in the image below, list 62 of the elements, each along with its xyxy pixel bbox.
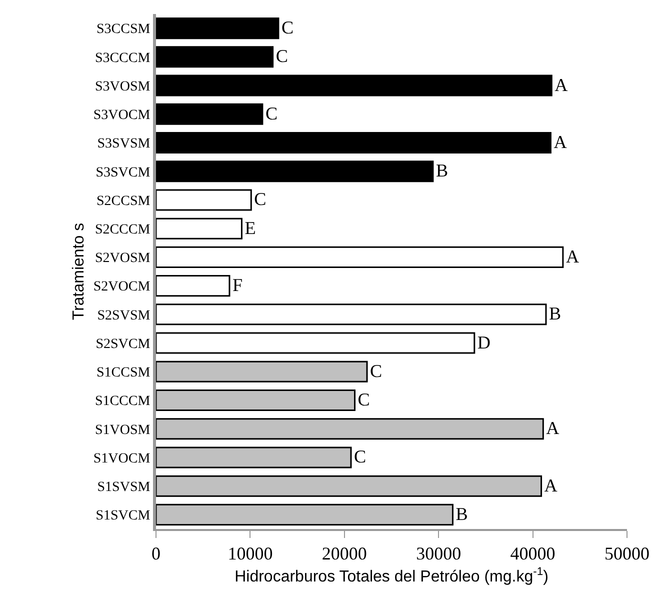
y-tick-label: S1VOSM — [94, 422, 151, 438]
bar — [156, 389, 356, 412]
bar — [156, 218, 242, 240]
data-label: A — [546, 418, 560, 438]
data-label: A — [554, 74, 568, 95]
x-tick-label: 0 — [152, 543, 160, 564]
bar — [156, 246, 564, 268]
data-label: D — [477, 332, 490, 352]
bar — [156, 74, 552, 96]
y-tick-label: S3CCSM — [96, 22, 151, 38]
data-label: B — [436, 160, 448, 181]
x-tick-label: 40000 — [510, 543, 556, 564]
y-tick-label: S1SVSM — [97, 480, 151, 495]
bar — [156, 446, 352, 468]
bar — [156, 475, 542, 497]
data-label: A — [566, 246, 580, 266]
y-tick-label: S1CCSM — [96, 366, 151, 381]
bar — [156, 18, 280, 40]
data-label: C — [354, 446, 366, 467]
y-tick-label: S1CCCM — [94, 394, 151, 410]
bar — [156, 418, 544, 440]
y-tick-label: S3CCCM — [94, 50, 151, 66]
data-label: C — [281, 18, 294, 38]
y-tick-label: S3SVSM — [97, 136, 151, 152]
y-tick-label: S2CCSM — [96, 194, 151, 209]
y-tick-label: S3VOCM — [93, 108, 151, 124]
y-tick-label: S2CCCM — [94, 222, 151, 238]
y-tick-label: S2SVCM — [96, 336, 151, 352]
x-tick-label: 20000 — [322, 543, 367, 564]
data-label: B — [548, 304, 562, 324]
bar — [156, 504, 454, 526]
bar — [156, 160, 434, 182]
y-tick-label: S1SVCM — [96, 508, 151, 524]
bar — [156, 360, 368, 382]
y-tick-label: S2VOSM — [94, 251, 151, 266]
data-label: A — [544, 475, 558, 496]
bar — [156, 103, 264, 125]
data-label: A — [554, 132, 567, 152]
data-label: C — [370, 360, 382, 381]
y-tick-label: S2SVSM — [97, 308, 151, 324]
y-tick-label: S3VOSM — [94, 79, 151, 94]
bar — [156, 132, 552, 154]
bar — [156, 304, 547, 326]
bar — [156, 189, 252, 211]
y-tick-label: S2VOCM — [93, 280, 151, 295]
x-tick-label: 30000 — [416, 543, 462, 564]
bar — [156, 46, 274, 68]
data-label: C — [358, 389, 370, 410]
bar — [156, 275, 230, 297]
x-tick-label: 10000 — [228, 543, 273, 564]
y-tick-label: S1VOCM — [93, 451, 151, 466]
data-label: B — [456, 504, 468, 524]
data-label: E — [244, 218, 256, 238]
bar — [156, 332, 476, 354]
data-label: F — [232, 275, 243, 296]
y-axis-title: Tratamiento s — [70, 222, 88, 320]
y-tick-label: S3SVCM — [96, 165, 151, 180]
data-label: C — [254, 189, 266, 210]
data-label: C — [265, 103, 278, 124]
data-label: C — [276, 46, 288, 66]
x-axis-title: Hidrocarburos Totales del Petróleo (mg.kg$^{-1}$) — [234, 566, 548, 586]
x-tick-label: 50000 — [604, 543, 650, 564]
